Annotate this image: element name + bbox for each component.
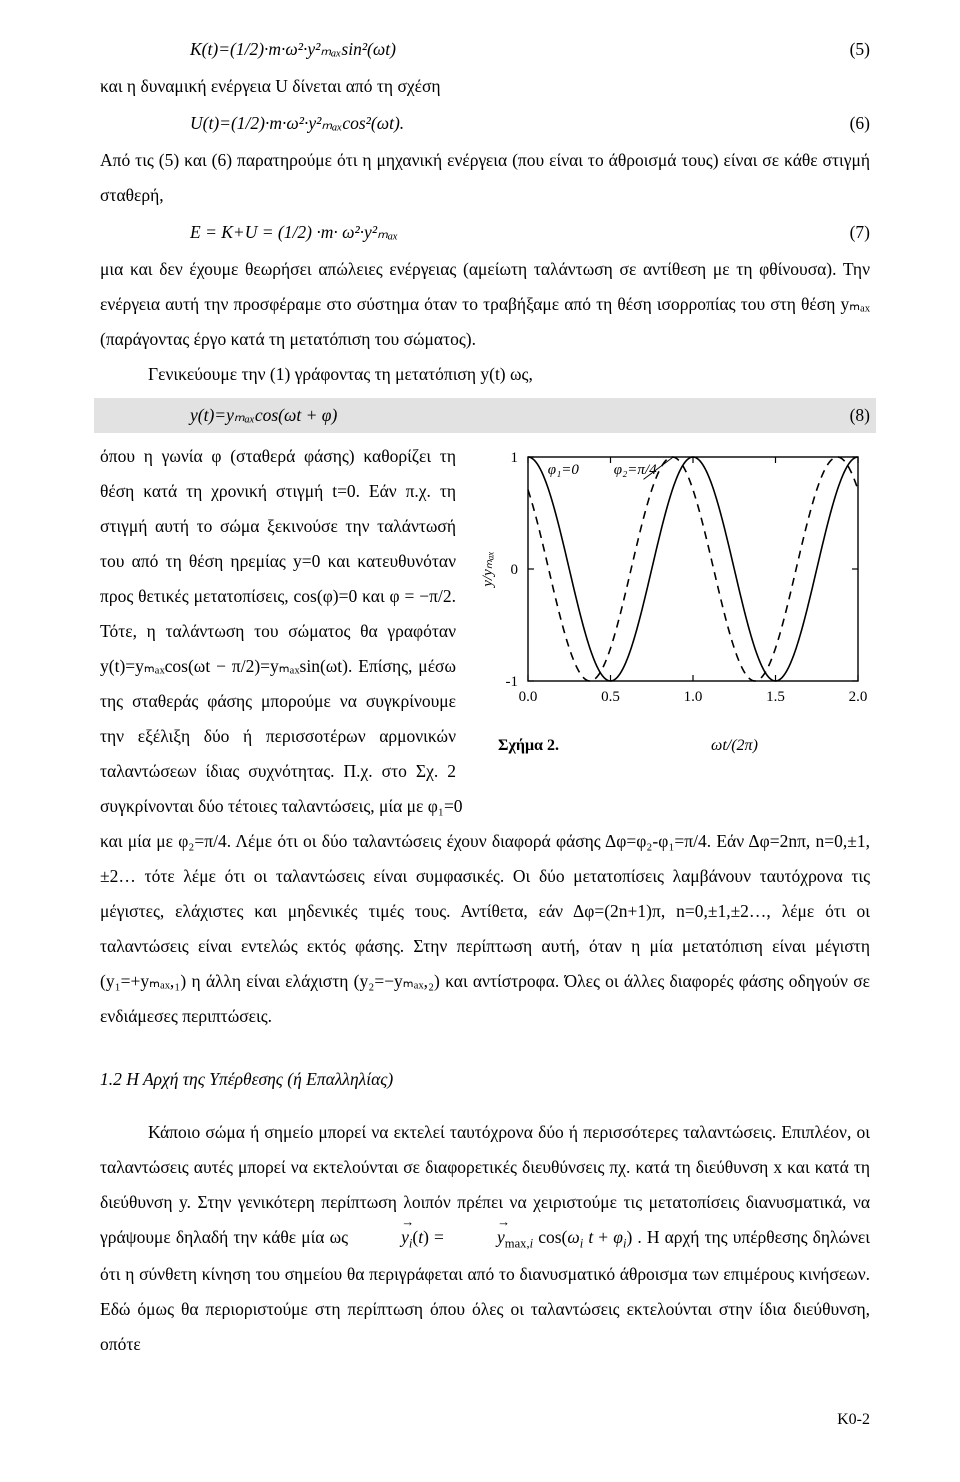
figure-2-caption: Σχήμα 2. ωt/(2π) [470, 730, 870, 762]
equation-8: y(t)=yₘₐₓcos(ωt + φ) (8) [94, 398, 876, 433]
section-1-2-heading: 1.2 Η Αρχή της Υπέρθεσης (ή Επαλληλίας) [100, 1062, 870, 1097]
section-1-2-para: Κάποιο σώμα ή σημείο μπορεί να εκτελεί τ… [100, 1115, 870, 1362]
eq5-body: K(t)=(1/2)·m·ω²·y²ₘₐₓsin²(ωt) [190, 39, 396, 59]
eq8-number: (8) [838, 398, 870, 433]
page-footer: Κ0-2 [100, 1404, 870, 1436]
figure-wrap-block: 0.0 0.5 1.0 1.5 2.0 -1 0 1 y/yₘₐₓ φ₁=0 φ₂=π/4 Σχήμ… [100, 439, 870, 824]
svg-text:1: 1 [511, 450, 519, 466]
svg-text:0.5: 0.5 [601, 689, 620, 705]
eq7-number: (7) [838, 215, 870, 250]
svg-text:1.5: 1.5 [766, 689, 785, 705]
svg-text:1.0: 1.0 [684, 689, 703, 705]
svg-text:φ₁=0: φ₁=0 [548, 462, 580, 478]
para-after-eq7: μια και δεν έχουμε θεωρήσει απώλειες ενέ… [100, 252, 870, 357]
eq6-number: (6) [838, 106, 870, 141]
svg-text:2.0: 2.0 [849, 689, 868, 705]
equation-7: E = K+U = (1/2) ·m· ω²·y²ₘₐₓ (7) [100, 215, 870, 250]
text-before-eq6: και η δυναμική ενέργεια U δίνεται από τη… [100, 69, 870, 104]
vector-equation: yi(t) = ymax,i cos(ωi t + φi) [353, 1227, 637, 1247]
para-after-eq6: Από τις (5) και (6) παρατηρούμε ότι η μη… [100, 143, 870, 213]
equation-6: U(t)=(1/2)·m·ω²·y²ₘₐₓcos²(ωt). (6) [100, 106, 870, 141]
eq6-body: U(t)=(1/2)·m·ω²·y²ₘₐₓcos²(ωt). [190, 113, 404, 133]
figure-2: 0.0 0.5 1.0 1.5 2.0 -1 0 1 y/yₘₐₓ φ₁=0 φ₂=π/4 Σχήμ… [470, 443, 870, 762]
svg-text:0: 0 [511, 562, 519, 578]
svg-text:-1: -1 [506, 674, 519, 690]
oscillation-chart: 0.0 0.5 1.0 1.5 2.0 -1 0 1 y/yₘₐₓ φ₁=0 φ₂=π/4 [470, 443, 870, 728]
svg-text:φ₂=π/4: φ₂=π/4 [614, 462, 657, 478]
eq8-body: y(t)=yₘₐₓcos(ωt + φ) [190, 405, 337, 425]
para-after-figure: και μία με φ₂=π/4. Λέμε ότι οι δύο ταλαν… [100, 824, 870, 1034]
eq7-body: E = K+U = (1/2) ·m· ω²·y²ₘₐₓ [190, 222, 398, 242]
equation-5: K(t)=(1/2)·m·ω²·y²ₘₐₓsin²(ωt) (5) [100, 32, 870, 67]
eq5-number: (5) [838, 32, 870, 67]
svg-text:y/yₘₐₓ: y/yₘₐₓ [480, 551, 496, 588]
para-before-eq8: Γενικεύουμε την (1) γράφοντας τη μετατόπ… [100, 357, 870, 392]
figure-2-xlabel: ωt/(2π) [559, 730, 870, 762]
svg-text:0.0: 0.0 [519, 689, 538, 705]
figure-2-caption-label: Σχήμα 2. [470, 730, 559, 762]
